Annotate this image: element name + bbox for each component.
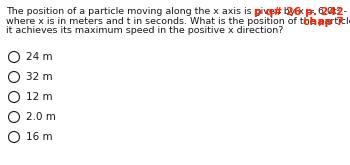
Text: 2.0 m: 2.0 m <box>26 112 56 122</box>
Text: 32 m: 32 m <box>26 72 52 82</box>
Text: 16 m: 16 m <box>26 132 52 142</box>
Text: The position of a particle moving along the x axis is given by x = 6.0t² - 1.0t³: The position of a particle moving along … <box>6 7 350 16</box>
Text: chap 7: chap 7 <box>303 17 344 27</box>
Text: 24 m: 24 m <box>26 52 52 62</box>
Text: p q# 26 p. 242: p q# 26 p. 242 <box>254 7 344 17</box>
Text: 12 m: 12 m <box>26 92 52 102</box>
Text: it achieves its maximum speed in the positive x direction?: it achieves its maximum speed in the pos… <box>6 26 284 35</box>
Text: where x is in meters and t in seconds. What is the position of the particle when: where x is in meters and t in seconds. W… <box>6 16 350 26</box>
